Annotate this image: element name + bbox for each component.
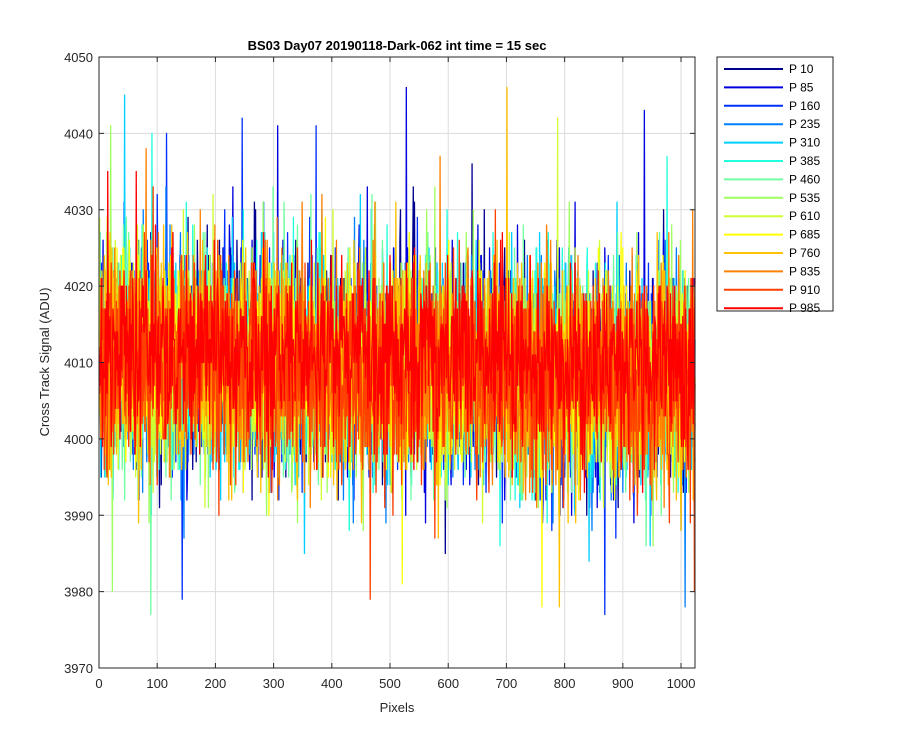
x-tick-label: 700 — [496, 676, 518, 691]
y-axis-label: Cross Track Signal (ADU) — [37, 288, 52, 437]
legend-label: P 10 — [789, 62, 814, 76]
y-tick-label: 4030 — [64, 203, 93, 218]
legend-label: P 160 — [789, 99, 820, 113]
chart-title: BS03 Day07 20190118-Dark-062 int time = … — [248, 38, 547, 53]
x-tick-label: 600 — [437, 676, 459, 691]
x-tick-label: 0 — [95, 676, 102, 691]
tick-layer: 0 100 200 300 400 500 600 700 800 900 1000 3970 3980… — [64, 50, 695, 691]
y-tick-label: 4000 — [64, 432, 93, 447]
y-tick-label: 4040 — [64, 126, 93, 141]
legend-label: P 235 — [789, 117, 820, 131]
x-tick-label: 100 — [146, 676, 168, 691]
legend-label: P 685 — [789, 228, 820, 242]
y-tick-label: 3980 — [64, 585, 93, 600]
legend: P 10 P 85 P 160 P 235 P 310 P 385 P 460 P 535 P … — [716, 56, 834, 315]
legend-label: P 985 — [789, 301, 820, 315]
legend-label: P 535 — [789, 191, 820, 205]
y-tick-label: 3970 — [64, 661, 93, 676]
legend-label: P 610 — [789, 209, 820, 223]
y-tick-label: 3990 — [64, 508, 93, 523]
x-tick-label: 800 — [554, 676, 576, 691]
legend-box — [716, 56, 834, 312]
x-tick-label: 1000 — [667, 676, 696, 691]
x-tick-label: 300 — [263, 676, 285, 691]
y-tick-label: 4020 — [64, 279, 93, 294]
legend-label: P 760 — [789, 246, 820, 260]
legend-label: P 385 — [789, 154, 820, 168]
x-tick-label: 900 — [612, 676, 634, 691]
x-tick-label: 400 — [321, 676, 343, 691]
legend-label: P 310 — [789, 136, 820, 150]
legend-label: P 460 — [789, 172, 820, 186]
x-tick-label: 200 — [205, 676, 227, 691]
legend-label: P 85 — [789, 80, 814, 94]
y-tick-label: 4010 — [64, 356, 93, 371]
legend-label: P 835 — [789, 264, 820, 278]
x-axis-label: Pixels — [380, 700, 415, 715]
series-layer — [98, 86, 696, 616]
legend-label: P 910 — [789, 283, 820, 297]
y-tick-label: 4050 — [64, 50, 93, 65]
series-line-p-985 — [98, 170, 696, 493]
x-tick-label: 500 — [379, 676, 401, 691]
